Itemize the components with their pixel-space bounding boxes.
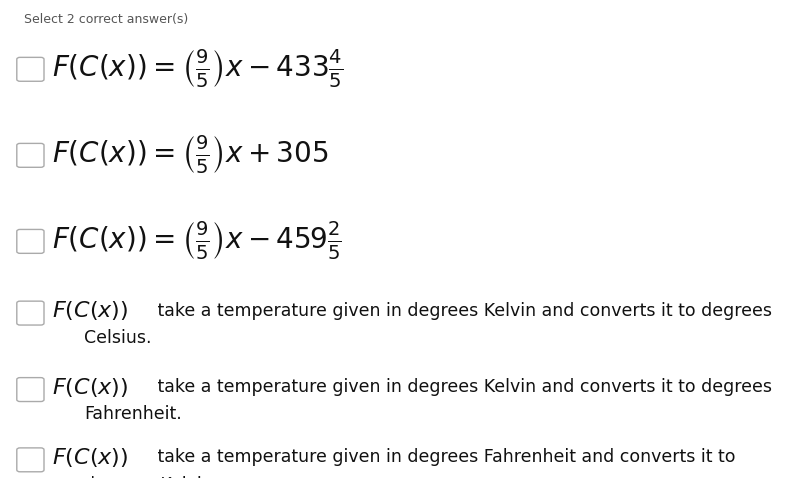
- Text: Fahrenheit.: Fahrenheit.: [84, 405, 182, 424]
- Text: take a temperature given in degrees Fahrenheit and converts it to: take a temperature given in degrees Fahr…: [152, 448, 735, 467]
- FancyBboxPatch shape: [17, 378, 44, 402]
- Text: $F(C(x)) = \left(\frac{9}{5}\right)x - 459\frac{2}{5}$: $F(C(x)) = \left(\frac{9}{5}\right)x - 4…: [52, 220, 342, 262]
- Text: take a temperature given in degrees Kelvin and converts it to degrees: take a temperature given in degrees Kelv…: [152, 378, 772, 396]
- FancyBboxPatch shape: [17, 229, 44, 253]
- Text: take a temperature given in degrees Kelvin and converts it to degrees: take a temperature given in degrees Kelv…: [152, 302, 772, 320]
- Text: $F(C(x)) = \left(\frac{9}{5}\right)x - 433\frac{4}{5}$: $F(C(x)) = \left(\frac{9}{5}\right)x - 4…: [52, 48, 343, 90]
- Text: $F(C(x))$: $F(C(x))$: [52, 376, 128, 399]
- FancyBboxPatch shape: [17, 301, 44, 325]
- FancyBboxPatch shape: [17, 57, 44, 81]
- Text: Celsius.: Celsius.: [84, 329, 151, 347]
- Text: Select 2 correct answer(s): Select 2 correct answer(s): [24, 13, 188, 26]
- Text: $F(C(x))$: $F(C(x))$: [52, 299, 128, 322]
- Text: degrees Kelvin.: degrees Kelvin.: [84, 476, 218, 478]
- FancyBboxPatch shape: [17, 143, 44, 167]
- FancyBboxPatch shape: [17, 448, 44, 472]
- Text: $F(C(x)) = \left(\frac{9}{5}\right)x + 305$: $F(C(x)) = \left(\frac{9}{5}\right)x + 3…: [52, 134, 328, 176]
- Text: $F(C(x))$: $F(C(x))$: [52, 446, 128, 469]
